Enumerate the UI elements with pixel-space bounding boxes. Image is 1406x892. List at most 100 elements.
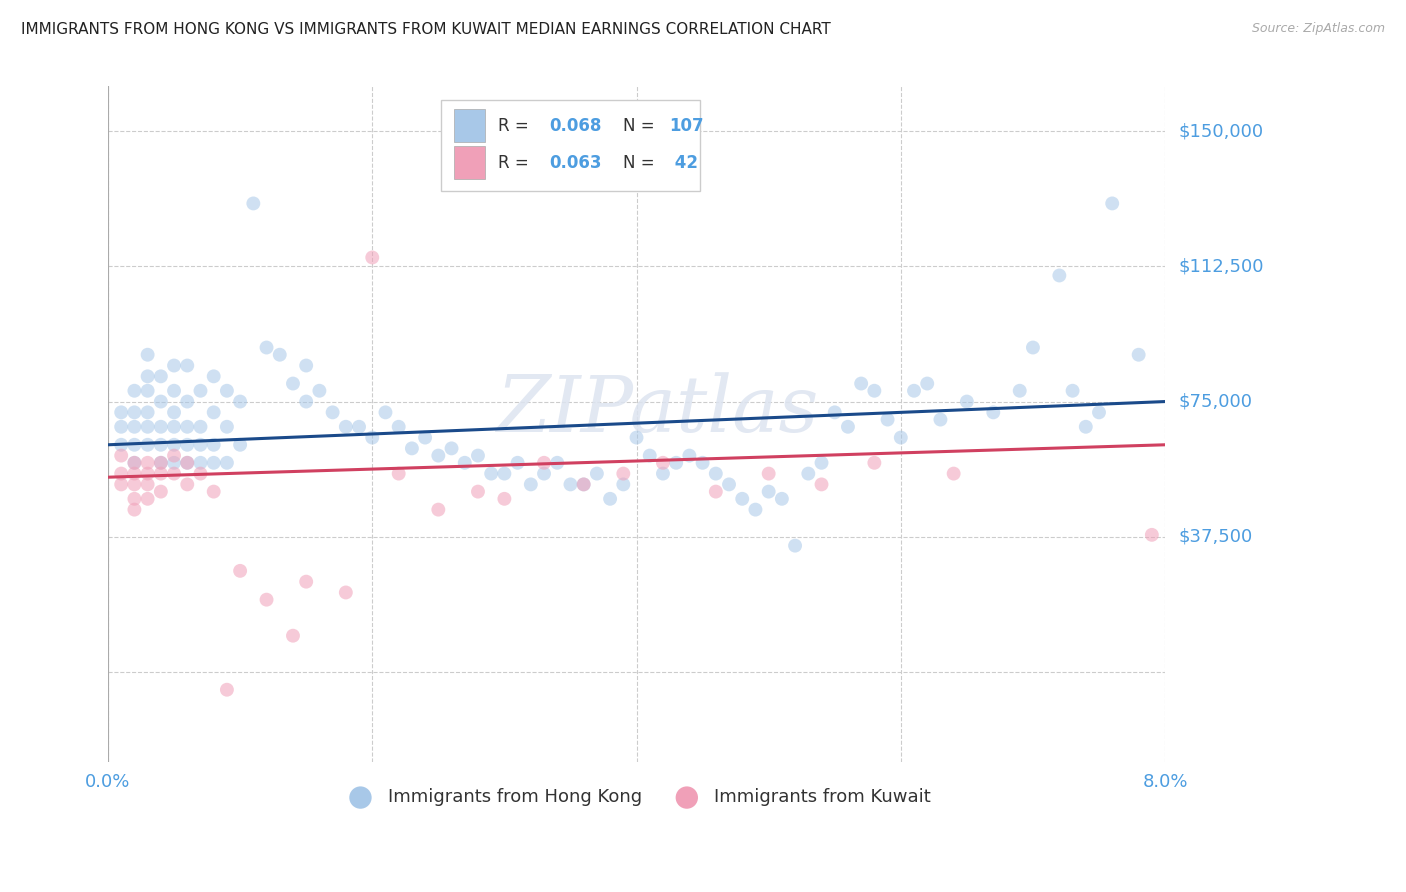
Point <box>269 348 291 362</box>
Point <box>124 477 146 491</box>
Point <box>1047 268 1070 283</box>
Text: N =: N = <box>623 153 659 171</box>
Point <box>942 467 965 481</box>
Point <box>149 419 172 434</box>
Point <box>149 467 172 481</box>
Point <box>136 467 159 481</box>
Point <box>110 449 132 463</box>
Point <box>929 412 952 426</box>
Point <box>163 449 186 463</box>
Point <box>149 484 172 499</box>
Point <box>494 491 516 506</box>
Point <box>1008 384 1031 398</box>
Point <box>149 456 172 470</box>
Point <box>494 467 516 481</box>
Point <box>520 477 543 491</box>
Point <box>124 456 146 470</box>
Point <box>163 405 186 419</box>
Point <box>758 467 780 481</box>
Point <box>1088 405 1111 419</box>
Bar <box>441 100 700 191</box>
Point <box>124 491 146 506</box>
Point <box>295 394 318 409</box>
Point <box>678 449 700 463</box>
Point <box>163 384 186 398</box>
Bar <box>454 110 485 142</box>
Point <box>110 438 132 452</box>
Point <box>136 477 159 491</box>
Point <box>454 456 477 470</box>
Point <box>124 456 146 470</box>
Point <box>810 477 832 491</box>
Point <box>1062 384 1084 398</box>
Point <box>190 467 212 481</box>
Point <box>347 419 370 434</box>
Point <box>692 456 714 470</box>
Point <box>176 359 198 373</box>
Point <box>1022 341 1045 355</box>
Text: R =: R = <box>498 117 534 135</box>
Point <box>281 629 304 643</box>
Point <box>295 574 318 589</box>
Point <box>215 419 238 434</box>
Point <box>136 348 159 362</box>
Point <box>229 564 252 578</box>
Point <box>506 456 529 470</box>
Point <box>176 477 198 491</box>
Point <box>308 384 330 398</box>
Point <box>652 456 675 470</box>
Point <box>890 431 912 445</box>
Point <box>163 359 186 373</box>
Point <box>427 449 450 463</box>
Point <box>215 456 238 470</box>
Point <box>149 369 172 384</box>
Point <box>837 419 859 434</box>
Point <box>176 456 198 470</box>
Point <box>704 467 727 481</box>
Point <box>110 477 132 491</box>
Point <box>388 467 411 481</box>
Point <box>599 491 621 506</box>
Point <box>136 369 159 384</box>
Point <box>731 491 754 506</box>
Point <box>361 431 384 445</box>
Point <box>124 467 146 481</box>
Point <box>176 419 198 434</box>
Text: Source: ZipAtlas.com: Source: ZipAtlas.com <box>1251 22 1385 36</box>
Text: N =: N = <box>623 117 659 135</box>
Point <box>215 682 238 697</box>
Point <box>124 384 146 398</box>
Point <box>335 419 357 434</box>
Point <box>202 369 225 384</box>
Point <box>163 419 186 434</box>
Point <box>361 251 384 265</box>
Point <box>810 456 832 470</box>
Point <box>612 467 634 481</box>
Point <box>1074 419 1097 434</box>
Point <box>110 467 132 481</box>
Point <box>163 467 186 481</box>
Point <box>479 467 502 481</box>
Point <box>202 405 225 419</box>
Point <box>638 449 661 463</box>
Legend: Immigrants from Hong Kong, Immigrants from Kuwait: Immigrants from Hong Kong, Immigrants fr… <box>335 781 938 814</box>
Point <box>981 405 1004 419</box>
Point <box>572 477 595 491</box>
Text: $150,000: $150,000 <box>1180 122 1264 140</box>
Point <box>176 456 198 470</box>
Point <box>413 431 436 445</box>
Point <box>467 449 489 463</box>
Point <box>1101 196 1123 211</box>
Text: 0.063: 0.063 <box>548 153 602 171</box>
Point <box>256 341 278 355</box>
Point <box>863 456 886 470</box>
Point <box>110 419 132 434</box>
Text: ZIPatlas: ZIPatlas <box>496 372 818 449</box>
Text: IMMIGRANTS FROM HONG KONG VS IMMIGRANTS FROM KUWAIT MEDIAN EARNINGS CORRELATION : IMMIGRANTS FROM HONG KONG VS IMMIGRANTS … <box>21 22 831 37</box>
Point <box>876 412 898 426</box>
Point <box>202 456 225 470</box>
Point <box>824 405 846 419</box>
Point <box>572 477 595 491</box>
Text: $75,000: $75,000 <box>1180 392 1253 410</box>
Point <box>202 438 225 452</box>
